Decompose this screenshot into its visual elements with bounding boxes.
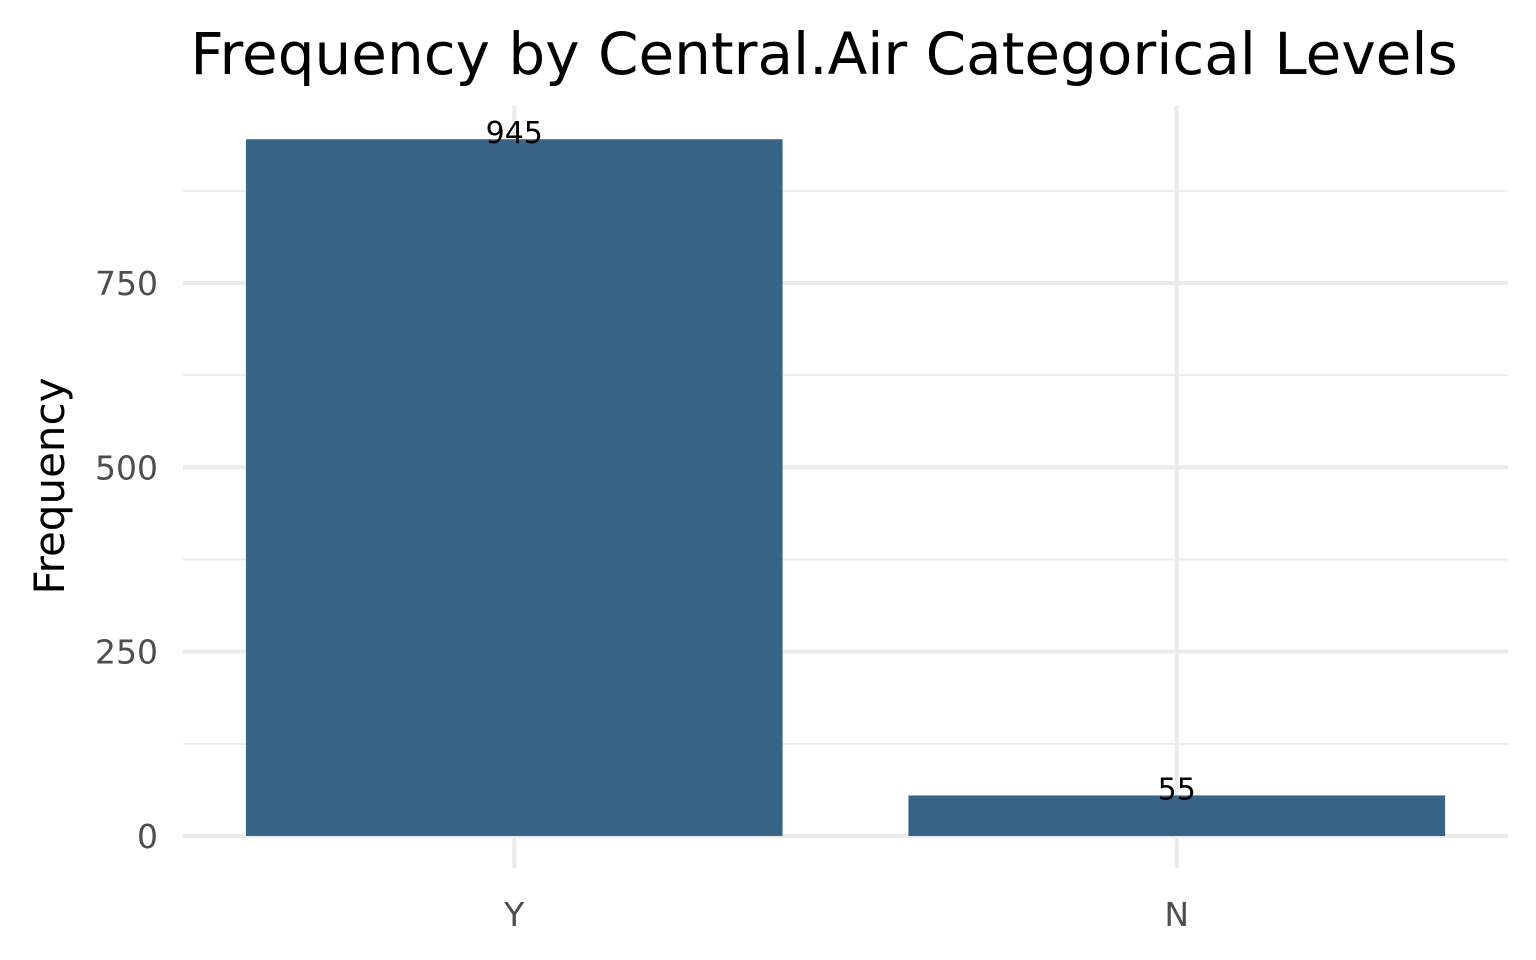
chart-title: Frequency by Central.Air Categorical Lev…: [190, 20, 1457, 88]
y-tick-label-1: 250: [95, 633, 158, 672]
bar-y: [245, 139, 783, 837]
y-axis-ticks: 0 250 500 750: [95, 264, 158, 856]
data-label-y: 945: [486, 116, 543, 151]
data-labels: 945 55: [486, 116, 1196, 807]
x-tick-label-n: N: [1164, 895, 1189, 934]
data-label-n: 55: [1158, 772, 1196, 807]
y-axis-label: Frequency: [25, 378, 74, 595]
x-tick-label-y: Y: [503, 895, 525, 934]
y-tick-label-2: 500: [95, 448, 158, 487]
y-tick-label-0: 0: [137, 817, 158, 856]
bars: [245, 139, 1446, 837]
y-tick-label-3: 750: [95, 264, 158, 303]
bar-n: [908, 795, 1446, 836]
